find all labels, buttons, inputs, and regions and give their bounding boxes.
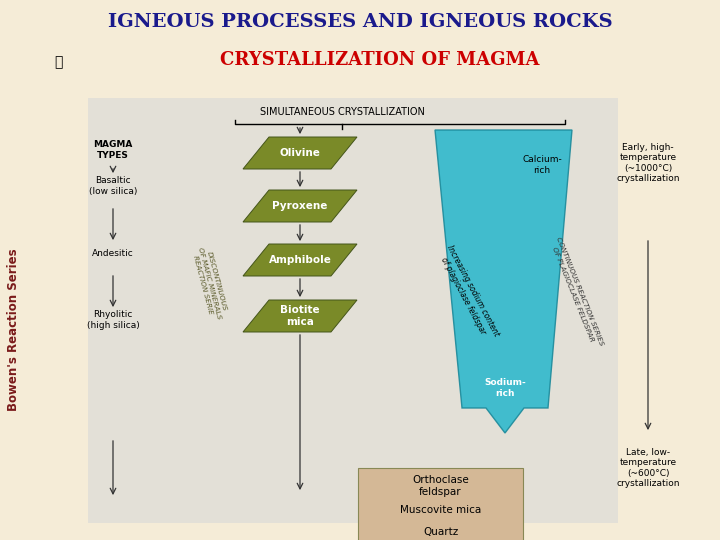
Polygon shape bbox=[243, 190, 357, 222]
Text: Orthoclase
feldspar: Orthoclase feldspar bbox=[412, 475, 469, 497]
Text: CRYSTALLIZATION OF MAGMA: CRYSTALLIZATION OF MAGMA bbox=[220, 51, 540, 69]
Polygon shape bbox=[243, 300, 357, 332]
Text: Bowen's Reaction Series: Bowen's Reaction Series bbox=[7, 249, 20, 411]
Text: Biotite
mica: Biotite mica bbox=[280, 305, 320, 327]
Text: Early, high-
temperature
(~1000°C)
crystallization: Early, high- temperature (~1000°C) cryst… bbox=[616, 143, 680, 183]
Text: Andesitic: Andesitic bbox=[92, 248, 134, 258]
Text: Basaltic
(low silica): Basaltic (low silica) bbox=[89, 176, 138, 195]
Text: Late, low-
temperature
(~600°C)
crystallization: Late, low- temperature (~600°C) crystall… bbox=[616, 448, 680, 488]
Text: Quartz: Quartz bbox=[423, 527, 458, 537]
Text: CONTINUOUS REACTION SERIES
OF PLAGIOCLASE FELDSPAR: CONTINUOUS REACTION SERIES OF PLAGIOCLAS… bbox=[548, 237, 604, 349]
Text: Sodium-
rich: Sodium- rich bbox=[484, 379, 526, 397]
Text: Muscovite mica: Muscovite mica bbox=[400, 505, 481, 515]
Text: Rhyolitic
(high silica): Rhyolitic (high silica) bbox=[86, 310, 140, 330]
Text: Amphibole: Amphibole bbox=[269, 255, 331, 265]
Text: Calcium-
rich: Calcium- rich bbox=[522, 156, 562, 175]
Text: Olivine: Olivine bbox=[279, 148, 320, 158]
Text: IGNEOUS PROCESSES AND IGNEOUS ROCKS: IGNEOUS PROCESSES AND IGNEOUS ROCKS bbox=[108, 13, 612, 31]
Text: SIMULTANEOUS CRYSTALLIZATION: SIMULTANEOUS CRYSTALLIZATION bbox=[260, 107, 425, 117]
Text: MAGMA
TYPES: MAGMA TYPES bbox=[94, 140, 132, 160]
Bar bbox=[88, 98, 618, 523]
Text: 🌋: 🌋 bbox=[54, 55, 62, 69]
Polygon shape bbox=[243, 244, 357, 276]
Text: Increasing sodium content
of plagioclase feldspar: Increasing sodium content of plagioclase… bbox=[436, 244, 500, 342]
Bar bbox=[358, 468, 523, 540]
Polygon shape bbox=[435, 130, 572, 433]
Text: Pyroxene: Pyroxene bbox=[272, 201, 328, 211]
Text: DISCONTINUOUS
OF MAFIC MINERALS
REACTION SERIE: DISCONTINUOUS OF MAFIC MINERALS REACTION… bbox=[191, 245, 229, 321]
Polygon shape bbox=[243, 137, 357, 169]
